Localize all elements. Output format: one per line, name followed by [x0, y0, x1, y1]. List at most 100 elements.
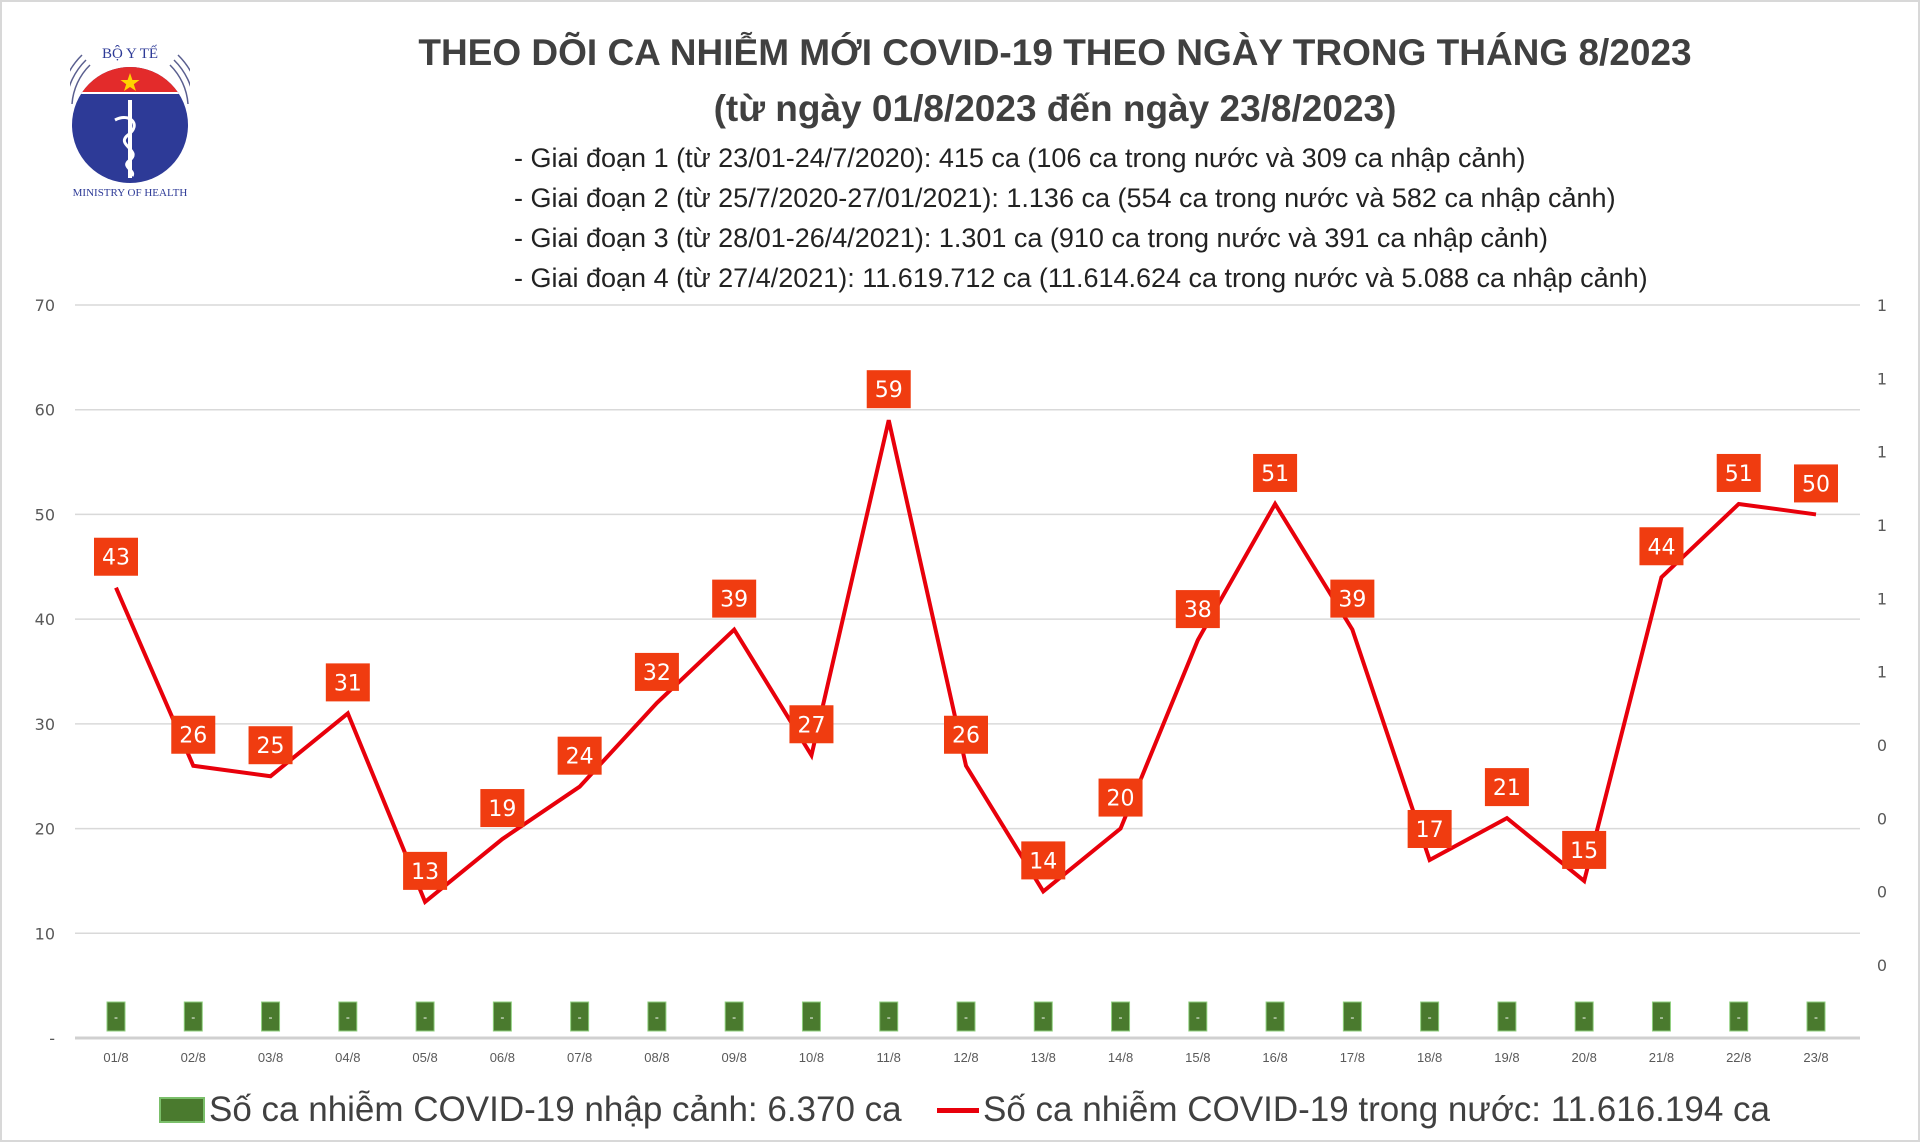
data-label: 13 — [411, 860, 439, 885]
note-phase-3: - Giai đoạn 3 (từ 28/01-26/4/2021): 1.30… — [514, 223, 1549, 253]
x-axis-tick-label: 23/8 — [1803, 1050, 1828, 1065]
data-label: 15 — [1570, 839, 1598, 864]
x-axis-tick-label: 17/8 — [1340, 1050, 1365, 1065]
line-domestic-cases — [114, 419, 1817, 906]
legend-swatch-bar — [159, 1097, 205, 1123]
bar-import-cases — [1420, 1001, 1440, 1032]
bar-import-cases — [261, 1001, 281, 1032]
bar-import-cases — [1033, 1001, 1053, 1032]
data-label-box — [1484, 768, 1529, 807]
data-label: 51 — [1261, 462, 1289, 487]
x-axis-tick-label: 13/8 — [1031, 1050, 1056, 1065]
data-label: 39 — [720, 588, 748, 613]
legend-item-bar: Số ca nhiễm COVID-19 nhập cảnh: 6.370 ca — [159, 1090, 902, 1130]
left-axis-tick-label: 10 — [35, 924, 55, 943]
bar-data-label: - — [1814, 1010, 1818, 1024]
data-label: 43 — [102, 546, 130, 571]
legend-label-bar: Số ca nhiễm COVID-19 nhập cảnh: 6.370 ca — [209, 1090, 902, 1129]
data-label-box — [1175, 590, 1220, 629]
right-axis-tick-label: 0 — [1877, 883, 1887, 902]
left-axis-tick-label: 30 — [35, 715, 55, 734]
x-axis-tick-label: 14/8 — [1108, 1050, 1133, 1065]
data-label: 38 — [1184, 598, 1212, 623]
bar-import-cases — [1342, 1001, 1362, 1032]
bar-data-label: - — [1119, 1010, 1123, 1024]
bar-data-label: - — [1659, 1010, 1663, 1024]
bar-data-label: - — [346, 1010, 350, 1024]
data-label: 26 — [952, 724, 980, 749]
bar-import-cases — [1188, 1001, 1208, 1032]
right-axis-tick-label: 1 — [1877, 516, 1887, 535]
bar-data-label: - — [1196, 1010, 1200, 1024]
x-axis-tick-label: 06/8 — [490, 1050, 515, 1065]
data-label: 51 — [1725, 462, 1753, 487]
bar-import-cases — [183, 1001, 203, 1032]
bar-data-label: - — [1350, 1010, 1354, 1024]
x-axis-tick-label: 08/8 — [644, 1050, 669, 1065]
bar-data-label: - — [732, 1010, 736, 1024]
data-label: 17 — [1416, 818, 1444, 843]
x-axis-tick-label: 15/8 — [1185, 1050, 1210, 1065]
data-label: 32 — [643, 661, 671, 686]
data-label-box — [94, 537, 138, 576]
right-axis-tick-label: 1 — [1877, 663, 1887, 682]
bar-data-label: - — [887, 1010, 891, 1024]
data-label-box — [1253, 453, 1298, 492]
bar-import-cases — [570, 1001, 590, 1032]
data-label-box — [248, 726, 293, 765]
data-label: 26 — [179, 724, 207, 749]
legend-item-line: Số ca nhiễm COVID-19 trong nước: 11.616.… — [937, 1090, 1770, 1130]
note-phase-4: - Giai đoạn 4 (từ 27/4/2021): 11.619.712… — [514, 263, 1648, 293]
right-axis-tick-label: 1 — [1877, 443, 1887, 462]
bar-import-cases — [1111, 1001, 1131, 1032]
bar-data-label: - — [1041, 1010, 1045, 1024]
right-axis-tick-label: 1 — [1877, 369, 1887, 388]
data-label-box — [403, 851, 448, 890]
bar-import-cases — [338, 1001, 358, 1032]
data-label: 44 — [1647, 535, 1675, 560]
legend-swatch-line — [937, 1107, 979, 1113]
bar-import-cases — [1497, 1001, 1517, 1032]
chart-title: THEO DÕI CA NHIỄM MỚI COVID-19 THEO NGÀY… — [418, 32, 1692, 73]
data-label: 24 — [566, 745, 594, 770]
x-axis-tick-label: 16/8 — [1262, 1050, 1287, 1065]
bar-import-cases — [879, 1001, 899, 1032]
x-axis-tick-label: 19/8 — [1494, 1050, 1519, 1065]
right-axis-tick-label: 1 — [1877, 589, 1887, 608]
x-axis-tick-label: 21/8 — [1649, 1050, 1674, 1065]
data-label-box — [325, 663, 370, 702]
legend-label-line: Số ca nhiễm COVID-19 trong nước: 11.616.… — [983, 1090, 1770, 1129]
x-axis-tick-label: 10/8 — [799, 1050, 824, 1065]
x-axis-tick-label: 04/8 — [335, 1050, 360, 1065]
x-axis-tick-label: 18/8 — [1417, 1050, 1442, 1065]
note-phase-1: - Giai đoạn 1 (từ 23/01-24/7/2020): 415 … — [514, 143, 1526, 173]
bar-import-cases — [956, 1001, 976, 1032]
left-axis-tick-label: - — [49, 1029, 55, 1048]
bar-import-cases — [1651, 1001, 1671, 1032]
data-label: 21 — [1493, 776, 1521, 801]
bar-data-label: - — [964, 1010, 968, 1024]
bar-data-label: - — [423, 1010, 427, 1024]
bar-data-label: - — [809, 1010, 813, 1024]
x-axis-tick-label: 12/8 — [953, 1050, 978, 1065]
data-label: 59 — [875, 378, 903, 403]
data-label-box — [634, 652, 679, 691]
logo-top-text: BỘ Y TẾ — [102, 45, 158, 62]
bar-import-cases — [1806, 1001, 1826, 1032]
data-label: 27 — [797, 713, 825, 738]
right-axis-tick-label: 0 — [1877, 736, 1887, 755]
bar-import-cases — [492, 1001, 512, 1032]
data-label-box — [944, 715, 988, 754]
bar-data-label: - — [1428, 1010, 1432, 1024]
data-label-box — [1716, 453, 1761, 492]
left-axis-tick-label: 70 — [35, 296, 55, 315]
left-axis-tick-label: 40 — [35, 610, 55, 629]
data-label: 39 — [1338, 588, 1366, 613]
data-label: 25 — [257, 734, 285, 759]
bar-import-cases — [801, 1001, 821, 1032]
data-label-box — [1562, 830, 1607, 869]
data-label: 31 — [334, 671, 362, 696]
bar-data-label: - — [500, 1010, 504, 1024]
x-axis-tick-label: 07/8 — [567, 1050, 592, 1065]
data-label-box — [866, 370, 911, 409]
